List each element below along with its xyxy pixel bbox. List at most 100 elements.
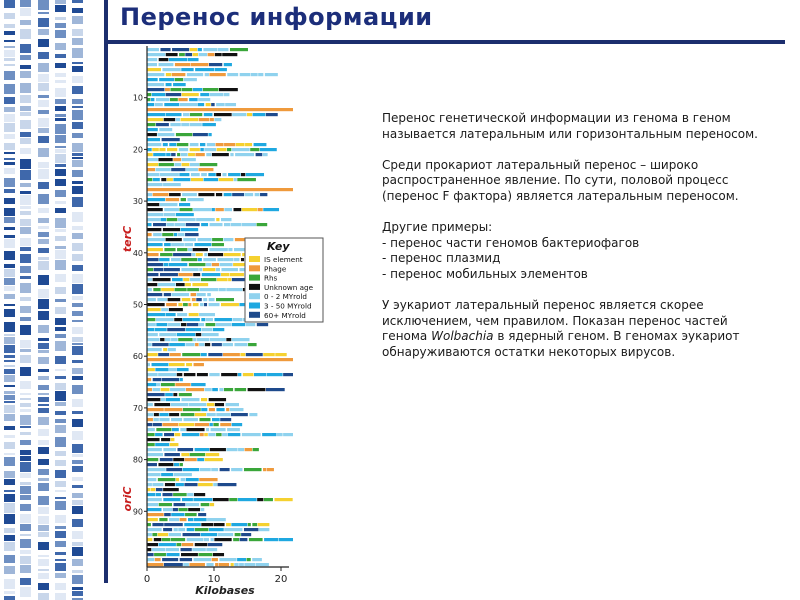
gene-segment <box>231 323 246 327</box>
gene-segment <box>158 163 174 167</box>
gel-band <box>20 398 31 400</box>
gel-band <box>20 138 31 144</box>
gel-band <box>55 383 66 390</box>
paragraph-definition: Перенос генетической информации из геном… <box>382 111 758 141</box>
gel-band <box>72 311 83 316</box>
gene-segment <box>226 288 243 292</box>
gene-segment <box>153 413 159 417</box>
gel-band <box>55 63 66 68</box>
gene-segment <box>159 78 175 82</box>
gene-segment <box>147 468 166 472</box>
gel-band <box>20 159 31 169</box>
gene-segment <box>187 518 194 522</box>
gene-segment <box>152 278 171 282</box>
key-swatch <box>249 274 260 281</box>
gene-segment <box>151 548 166 552</box>
gene-segment <box>161 308 169 312</box>
gel-band <box>4 457 15 466</box>
gene-segment <box>181 158 196 162</box>
gene-segment <box>147 118 164 122</box>
gel-band <box>20 297 31 301</box>
gene-segment <box>162 143 168 147</box>
gene-segment <box>220 418 232 422</box>
gel-band <box>38 532 49 537</box>
gene-segment <box>208 398 227 402</box>
gel-band <box>72 133 83 138</box>
gel-band <box>72 399 83 407</box>
gel-band <box>20 456 31 461</box>
gene-segment <box>196 373 208 377</box>
gene-segment <box>211 558 218 562</box>
gel-band <box>72 343 83 345</box>
paragraph-eukaryotes: У эукариот латеральный перенос является … <box>382 298 772 360</box>
gene-segment <box>158 63 174 67</box>
gene-segment <box>231 523 248 527</box>
gel-band <box>20 170 31 180</box>
gene-segment <box>147 413 154 417</box>
gel-band <box>38 408 49 413</box>
gene-segment <box>147 143 162 147</box>
gene-segment <box>239 538 248 542</box>
gene-segment <box>182 533 201 537</box>
gel-band <box>55 526 66 529</box>
gel-band <box>55 190 66 197</box>
gene-segment <box>169 413 180 417</box>
gene-segment <box>173 83 186 87</box>
gel-band <box>4 264 15 268</box>
gel-band <box>55 23 66 28</box>
gene-segment <box>206 548 218 552</box>
gene-segment <box>166 218 178 222</box>
gene-segment <box>283 433 293 437</box>
gene-segment <box>176 333 196 337</box>
gene-segment <box>147 428 155 432</box>
gene-segment <box>207 543 223 547</box>
gene-segment <box>223 93 230 97</box>
gel-band <box>38 261 49 270</box>
key-swatch <box>249 256 260 262</box>
gene-segment <box>209 423 213 427</box>
gene-segment <box>197 48 202 52</box>
gene-segment <box>147 463 157 467</box>
gel-band <box>38 417 49 425</box>
gel-band <box>38 357 49 364</box>
gene-segment <box>147 248 163 252</box>
gene-segment <box>147 493 156 497</box>
gene-segment <box>181 323 187 327</box>
gene-segment <box>207 293 211 297</box>
gene-segment <box>202 268 216 272</box>
gene-segment <box>159 258 170 262</box>
gel-band <box>20 495 31 500</box>
gene-segment <box>225 103 237 107</box>
gene-segment <box>199 163 218 167</box>
gene-segment <box>219 388 224 392</box>
gene-segment <box>180 413 195 417</box>
gel-band <box>20 195 31 205</box>
gene-segment <box>244 563 256 567</box>
gene-segment <box>209 93 224 97</box>
gel-band <box>4 591 15 594</box>
gel-band <box>20 426 31 428</box>
gene-segment <box>192 548 206 552</box>
gene-segment <box>163 528 173 532</box>
gene-segment <box>199 313 215 317</box>
gene-segment <box>160 173 179 177</box>
gene-segment <box>161 288 175 292</box>
gene-segment <box>182 318 200 322</box>
gel-band <box>72 531 83 539</box>
gene-segment <box>201 223 209 227</box>
gene-segment <box>228 278 232 282</box>
gel-band <box>55 164 66 167</box>
gel-band <box>72 38 83 45</box>
gel-band <box>38 350 49 353</box>
gene-segment <box>177 248 188 252</box>
gene-segment <box>208 298 215 302</box>
gel-band <box>72 106 83 108</box>
gene-segment <box>161 473 173 477</box>
gene-segment <box>151 363 169 367</box>
gene-segment <box>216 103 225 107</box>
gene-segment <box>147 553 154 557</box>
gel-band <box>55 411 66 415</box>
gene-segment <box>147 498 162 502</box>
gene-segment <box>204 148 217 152</box>
gene-segment <box>147 488 151 492</box>
